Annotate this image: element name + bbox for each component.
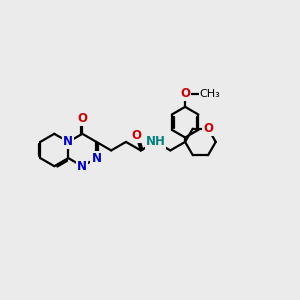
Text: CH₃: CH₃ [200,88,220,99]
Text: O: O [180,87,190,100]
Text: N: N [63,135,73,148]
Text: O: O [203,122,213,135]
Text: N: N [77,160,87,173]
Text: N: N [92,152,101,165]
Text: O: O [131,129,142,142]
Text: NH: NH [146,135,166,148]
Text: O: O [77,112,87,125]
